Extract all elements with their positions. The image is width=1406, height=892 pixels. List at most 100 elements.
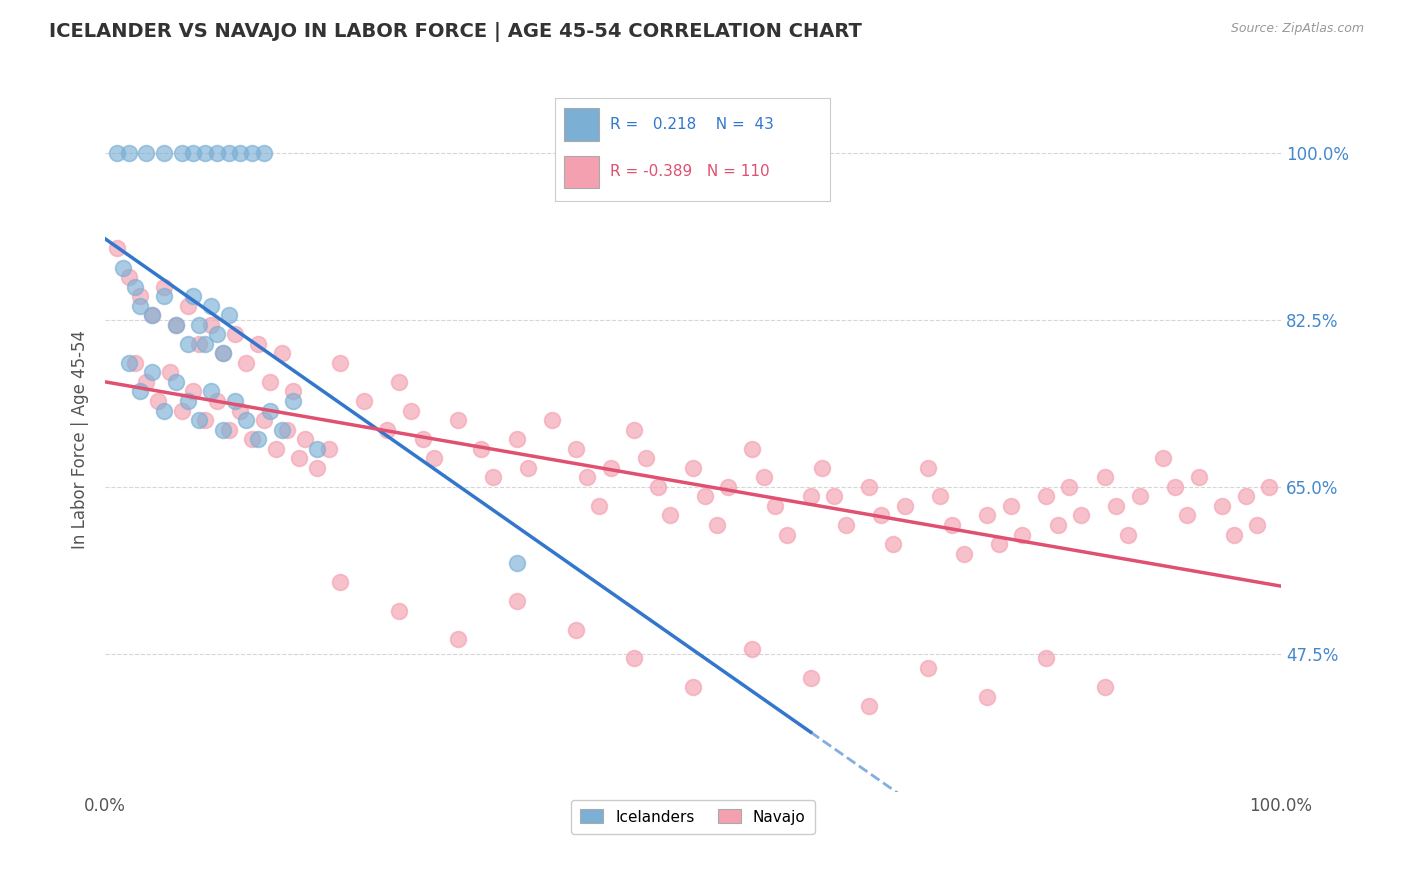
Point xyxy=(517,460,540,475)
Point xyxy=(917,661,939,675)
Point xyxy=(929,489,952,503)
Point xyxy=(482,470,505,484)
Point xyxy=(1046,518,1069,533)
Point xyxy=(211,423,233,437)
Point xyxy=(917,460,939,475)
Legend: Icelanders, Navajo: Icelanders, Navajo xyxy=(571,800,815,834)
Point xyxy=(129,384,152,399)
Point xyxy=(111,260,134,275)
Point xyxy=(270,346,292,360)
Point xyxy=(1246,518,1268,533)
Point xyxy=(564,623,586,637)
Point xyxy=(693,489,716,503)
Point xyxy=(135,146,157,161)
Bar xyxy=(564,108,599,141)
Point xyxy=(1223,527,1246,541)
Point xyxy=(235,413,257,427)
Point xyxy=(247,432,270,446)
Point xyxy=(1011,527,1033,541)
Point xyxy=(564,442,586,456)
Point xyxy=(776,527,799,541)
Point xyxy=(388,604,411,618)
Point xyxy=(588,499,610,513)
Point xyxy=(170,403,193,417)
Point xyxy=(235,356,257,370)
Point xyxy=(165,318,187,332)
Point xyxy=(1059,480,1081,494)
Point xyxy=(188,336,211,351)
Point xyxy=(211,346,233,360)
Point xyxy=(105,146,128,161)
Point xyxy=(240,432,263,446)
Point xyxy=(188,413,211,427)
Point xyxy=(118,146,141,161)
Point xyxy=(165,375,187,389)
Point xyxy=(763,499,786,513)
Point xyxy=(717,480,740,494)
Point xyxy=(211,346,233,360)
Point xyxy=(800,671,823,685)
Point xyxy=(283,394,305,409)
Point xyxy=(987,537,1010,551)
Point xyxy=(682,680,704,694)
Point xyxy=(506,556,529,570)
Point xyxy=(1164,480,1187,494)
Point xyxy=(247,336,270,351)
Point xyxy=(205,146,228,161)
Point xyxy=(224,394,246,409)
Point xyxy=(253,413,276,427)
Point xyxy=(741,442,763,456)
Bar xyxy=(564,155,599,188)
Point xyxy=(858,480,880,494)
Point xyxy=(141,366,163,380)
Point xyxy=(1211,499,1233,513)
Point xyxy=(870,508,893,523)
Point xyxy=(1105,499,1128,513)
Point xyxy=(276,423,298,437)
Point xyxy=(835,518,858,533)
Point xyxy=(153,403,176,417)
Point xyxy=(623,423,645,437)
Point xyxy=(218,423,240,437)
Point xyxy=(200,299,222,313)
Point xyxy=(1129,489,1152,503)
Point xyxy=(447,413,470,427)
Point xyxy=(599,460,621,475)
Point xyxy=(541,413,564,427)
Point xyxy=(170,146,193,161)
Point xyxy=(194,413,217,427)
Y-axis label: In Labor Force | Age 45-54: In Labor Force | Age 45-54 xyxy=(72,330,89,549)
Point xyxy=(159,366,181,380)
Point xyxy=(353,394,375,409)
Point xyxy=(224,327,246,342)
Point xyxy=(141,308,163,322)
Point xyxy=(941,518,963,533)
Point xyxy=(623,651,645,665)
Point xyxy=(165,318,187,332)
Text: ICELANDER VS NAVAJO IN LABOR FORCE | AGE 45-54 CORRELATION CHART: ICELANDER VS NAVAJO IN LABOR FORCE | AGE… xyxy=(49,22,862,42)
Point xyxy=(283,384,305,399)
Point xyxy=(218,146,240,161)
Point xyxy=(153,146,176,161)
Point xyxy=(811,460,834,475)
Point xyxy=(823,489,845,503)
Point xyxy=(329,575,352,590)
Point xyxy=(329,356,352,370)
Point xyxy=(105,242,128,256)
Point xyxy=(218,308,240,322)
Point xyxy=(1035,651,1057,665)
Point xyxy=(470,442,492,456)
Point xyxy=(183,289,205,303)
Point xyxy=(124,279,146,293)
Point xyxy=(124,356,146,370)
Point xyxy=(858,699,880,714)
Point xyxy=(658,508,681,523)
Point xyxy=(1234,489,1257,503)
Point xyxy=(882,537,904,551)
Point xyxy=(229,146,252,161)
Point xyxy=(423,451,446,466)
Point xyxy=(1070,508,1092,523)
Point xyxy=(1258,480,1281,494)
Text: R = -0.389   N = 110: R = -0.389 N = 110 xyxy=(610,164,770,179)
Point xyxy=(976,508,998,523)
